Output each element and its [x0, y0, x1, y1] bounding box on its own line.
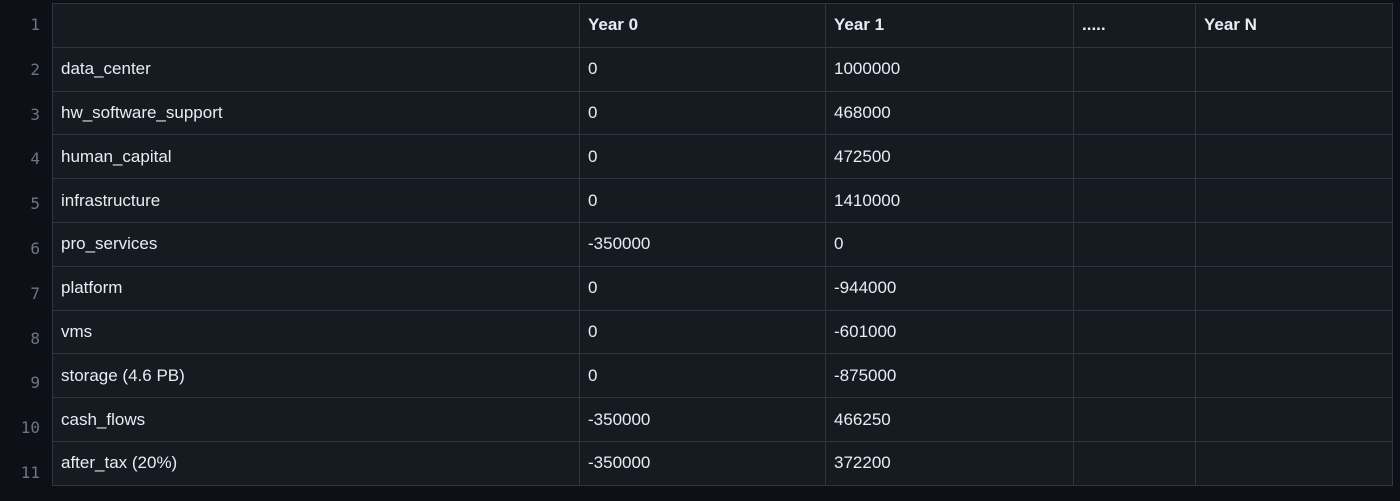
row-label-cell: cash_flows: [52, 397, 580, 442]
year-1-cell: -601000: [825, 309, 1074, 355]
header-row: Year 0 Year 1 ..... Year N: [52, 3, 1393, 48]
year-0-cell: 0: [579, 134, 826, 180]
table-row: platform 0 -944000: [52, 265, 1393, 311]
ellipsis-cell: [1073, 353, 1196, 399]
line-number[interactable]: 4: [30, 149, 40, 169]
line-number[interactable]: 5: [30, 194, 40, 214]
table-row: vms 0 -601000: [52, 309, 1393, 355]
table-row: infrastructure 0 1410000: [52, 178, 1393, 223]
row-label-cell: infrastructure: [52, 178, 580, 223]
table-row: pro_services -350000 0: [52, 221, 1393, 267]
year-0-cell: -350000: [579, 440, 826, 486]
column-header-year-n: Year N: [1195, 3, 1393, 48]
year-n-cell: [1195, 397, 1393, 442]
table-row: cash_flows -350000 466250: [52, 397, 1393, 442]
year-0-cell: 0: [579, 46, 826, 92]
ellipsis-cell: [1073, 440, 1196, 486]
line-number[interactable]: 8: [30, 328, 40, 348]
column-header-ellipsis: .....: [1073, 3, 1196, 48]
line-number[interactable]: 11: [20, 462, 40, 482]
column-header-year-1: Year 1: [825, 3, 1074, 48]
table-row: human_capital 0 472500: [52, 134, 1393, 180]
table-row: storage (4.6 PB) 0 -875000: [52, 353, 1393, 399]
line-number[interactable]: 10: [20, 418, 40, 438]
row-label-cell: hw_software_support: [52, 90, 580, 136]
table-row: after_tax (20%) -350000 372200: [52, 440, 1393, 486]
year-n-cell: [1195, 178, 1393, 223]
line-number-gutter: 1 2 3 4 5 6 7 8 9 10 11: [0, 3, 52, 496]
line-number[interactable]: 1: [30, 15, 40, 34]
table-row: data_center 0 1000000: [52, 46, 1393, 92]
year-1-cell: -875000: [825, 353, 1074, 399]
year-0-cell: 0: [579, 265, 826, 311]
year-1-cell: 372200: [825, 440, 1074, 486]
line-number[interactable]: 3: [30, 104, 40, 124]
year-1-cell: 0: [825, 221, 1074, 267]
year-0-cell: -350000: [579, 397, 826, 442]
year-n-cell: [1195, 309, 1393, 355]
column-header-year-0: Year 0: [579, 3, 826, 48]
year-0-cell: 0: [579, 309, 826, 355]
ellipsis-cell: [1073, 46, 1196, 92]
year-1-cell: 466250: [825, 397, 1074, 442]
ellipsis-cell: [1073, 178, 1196, 223]
year-n-cell: [1195, 221, 1393, 267]
year-n-cell: [1195, 265, 1393, 311]
row-label-cell: after_tax (20%): [52, 440, 580, 486]
year-n-cell: [1195, 440, 1393, 486]
ellipsis-cell: [1073, 309, 1196, 355]
line-number[interactable]: 9: [30, 373, 40, 393]
ellipsis-cell: [1073, 134, 1196, 180]
table-row: hw_software_support 0 468000: [52, 90, 1393, 136]
line-number[interactable]: 7: [30, 283, 40, 303]
year-0-cell: -350000: [579, 221, 826, 267]
row-label-cell: pro_services: [52, 221, 580, 267]
ellipsis-cell: [1073, 90, 1196, 136]
year-0-cell: 0: [579, 178, 826, 223]
year-n-cell: [1195, 134, 1393, 180]
line-number[interactable]: 6: [30, 238, 40, 258]
row-label-cell: human_capital: [52, 134, 580, 180]
year-0-cell: 0: [579, 90, 826, 136]
year-1-cell: 1000000: [825, 46, 1074, 92]
year-1-cell: 472500: [825, 134, 1074, 180]
ellipsis-cell: [1073, 265, 1196, 311]
row-label-cell: data_center: [52, 46, 580, 92]
year-1-cell: 468000: [825, 90, 1074, 136]
year-0-cell: 0: [579, 353, 826, 399]
column-header-label: [52, 3, 580, 48]
row-label-cell: vms: [52, 309, 580, 355]
ellipsis-cell: [1073, 221, 1196, 267]
year-n-cell: [1195, 46, 1393, 92]
year-n-cell: [1195, 90, 1393, 136]
year-1-cell: 1410000: [825, 178, 1074, 223]
ellipsis-cell: [1073, 397, 1196, 442]
year-1-cell: -944000: [825, 265, 1074, 311]
year-n-cell: [1195, 353, 1393, 399]
line-number[interactable]: 2: [30, 59, 40, 79]
row-label-cell: storage (4.6 PB): [52, 353, 580, 399]
row-label-cell: platform: [52, 265, 580, 311]
data-table: Year 0 Year 1 ..... Year N data_center 0…: [52, 3, 1393, 486]
